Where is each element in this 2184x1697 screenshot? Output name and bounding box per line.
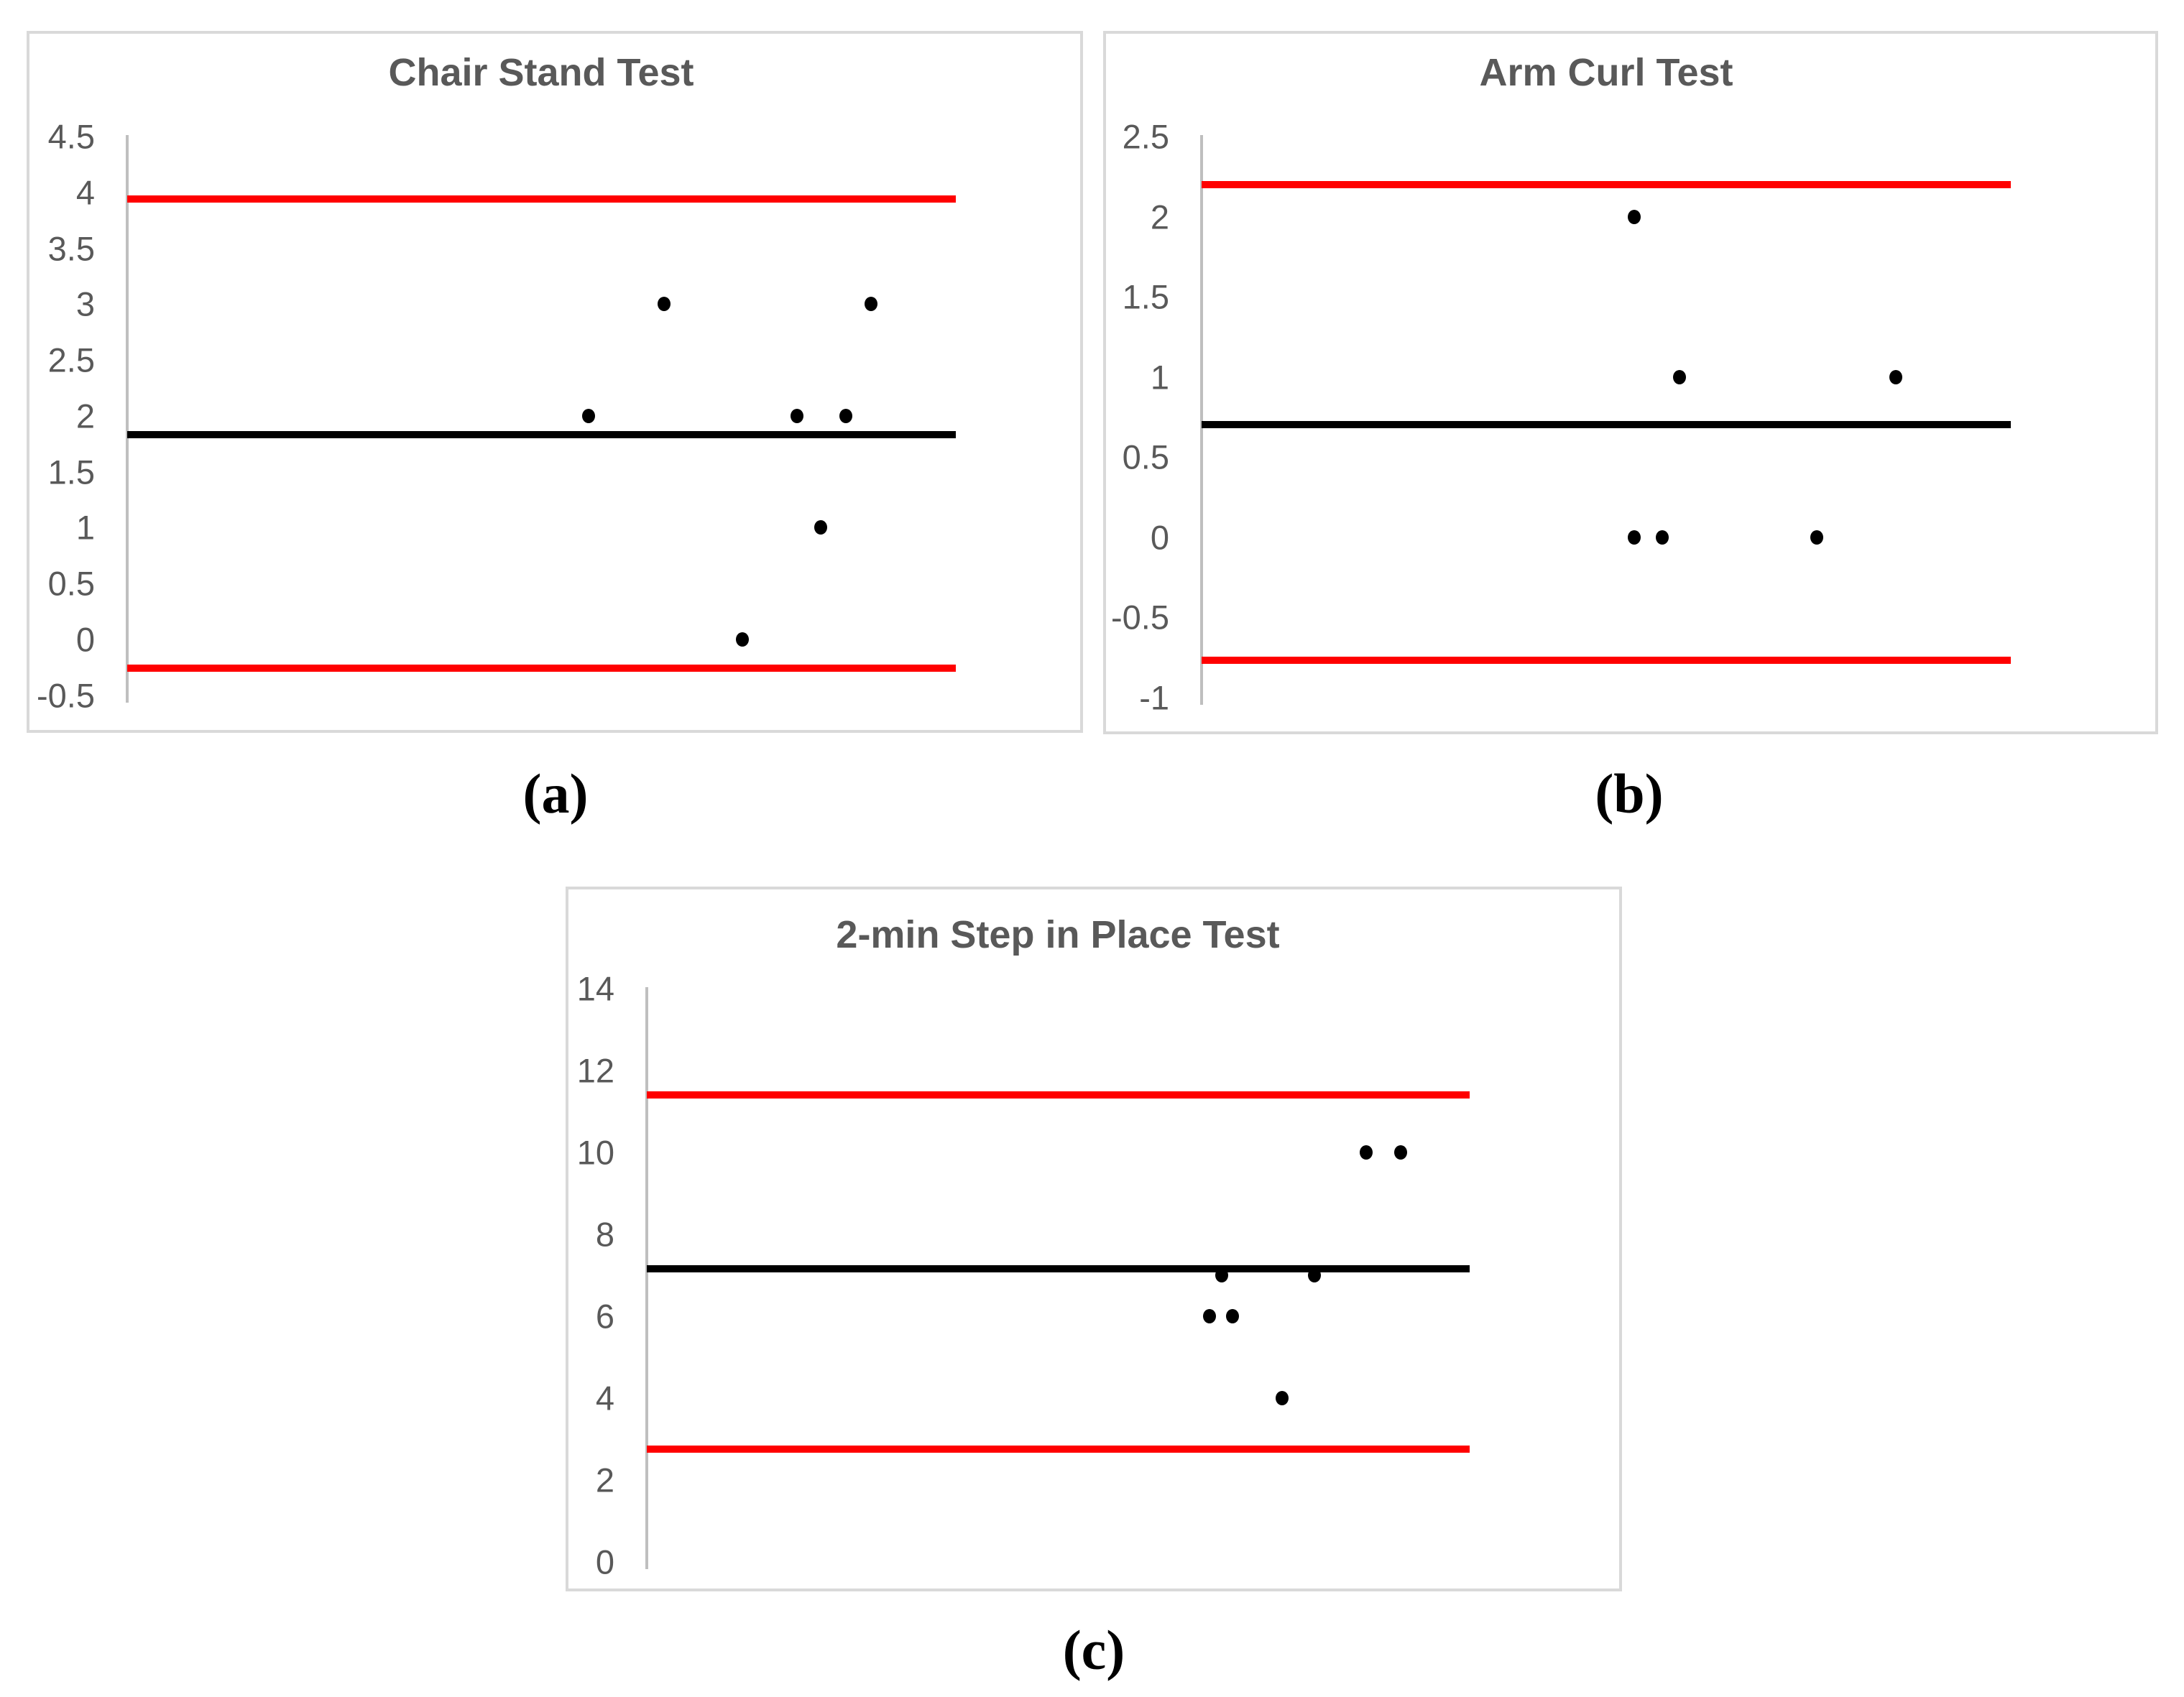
y-tick-label-b: -0.5 <box>1111 598 1169 637</box>
y-tick-label-c: 2 <box>595 1461 614 1499</box>
y-tick-label-b: 1 <box>1150 358 1169 396</box>
y-tick-label-c: 12 <box>576 1051 614 1090</box>
y-tick-label-b: -1 <box>1139 678 1169 716</box>
data-point-c <box>1215 1268 1229 1282</box>
y-tick-label-c: 14 <box>576 969 614 1008</box>
data-point-a <box>582 408 596 423</box>
mean-line-b <box>1202 421 2011 429</box>
upper-loa-line-b <box>1202 180 2011 188</box>
y-tick-label-b: 0.5 <box>1122 438 1169 476</box>
data-point-c <box>1307 1268 1321 1282</box>
data-point-a <box>865 297 878 312</box>
data-point-c <box>1393 1145 1407 1160</box>
panel-label-b: (b) <box>1595 762 1664 825</box>
data-point-b <box>1673 369 1687 384</box>
y-tick-label-a: -0.5 <box>37 676 95 714</box>
y-tick-label-c: 4 <box>595 1379 614 1418</box>
y-tick-label-a: 4 <box>75 173 95 212</box>
data-point-b <box>1628 530 1641 545</box>
lower-loa-line-c <box>647 1446 1470 1453</box>
chart-panel-2min-step-test <box>566 887 1622 1591</box>
chart-panel-chair-stand-test <box>27 31 1083 733</box>
chart-title-b: Arm Curl Test <box>1479 51 1733 94</box>
y-tick-label-a: 2 <box>75 397 95 435</box>
data-point-c <box>1275 1391 1289 1405</box>
data-point-a <box>790 408 803 423</box>
data-point-a <box>735 632 749 647</box>
chart-title-a: Chair Stand Test <box>388 51 694 94</box>
panel-label-a: (a) <box>522 762 589 825</box>
data-point-b <box>1628 209 1641 224</box>
chart-title-c: 2-min Step in Place Test <box>836 913 1280 956</box>
data-point-a <box>658 297 671 312</box>
mean-line-c <box>647 1265 1470 1273</box>
y-tick-label-a: 1.5 <box>47 453 95 491</box>
upper-loa-line-a <box>127 195 956 203</box>
y-tick-label-a: 0 <box>75 620 95 659</box>
y-tick-label-c: 10 <box>576 1133 614 1172</box>
y-tick-label-a: 4.5 <box>47 117 95 156</box>
lower-loa-line-b <box>1202 657 2011 665</box>
data-point-c <box>1226 1309 1240 1323</box>
data-point-a <box>814 520 828 535</box>
data-point-b <box>1655 530 1669 545</box>
y-tick-label-c: 6 <box>595 1297 614 1336</box>
data-point-b <box>1810 530 1823 545</box>
y-tick-label-c: 0 <box>595 1543 614 1581</box>
y-tick-label-b: 2 <box>1150 198 1169 236</box>
chart-panel-arm-curl-test <box>1103 31 2158 734</box>
y-tick-label-a: 1 <box>75 508 95 547</box>
y-tick-label-a: 2.5 <box>47 341 95 379</box>
y-tick-label-c: 8 <box>595 1215 614 1254</box>
y-axis-line-b <box>1200 135 1203 705</box>
y-tick-label-b: 2.5 <box>1122 117 1169 156</box>
upper-loa-line-c <box>647 1091 1470 1099</box>
y-tick-label-a: 3 <box>75 285 95 323</box>
y-axis-line-c <box>645 987 648 1569</box>
lower-loa-line-a <box>127 665 956 672</box>
data-point-b <box>1889 369 1903 384</box>
data-point-c <box>1203 1309 1217 1323</box>
y-tick-label-b: 0 <box>1150 518 1169 556</box>
y-tick-label-a: 3.5 <box>47 229 95 267</box>
panel-label-c: (c) <box>1062 1619 1125 1681</box>
y-tick-label-b: 1.5 <box>1122 277 1169 316</box>
data-point-a <box>839 408 852 423</box>
mean-line-a <box>127 431 956 439</box>
y-tick-label-a: 0.5 <box>47 564 95 603</box>
y-axis-line-a <box>126 135 129 703</box>
data-point-c <box>1359 1145 1373 1160</box>
